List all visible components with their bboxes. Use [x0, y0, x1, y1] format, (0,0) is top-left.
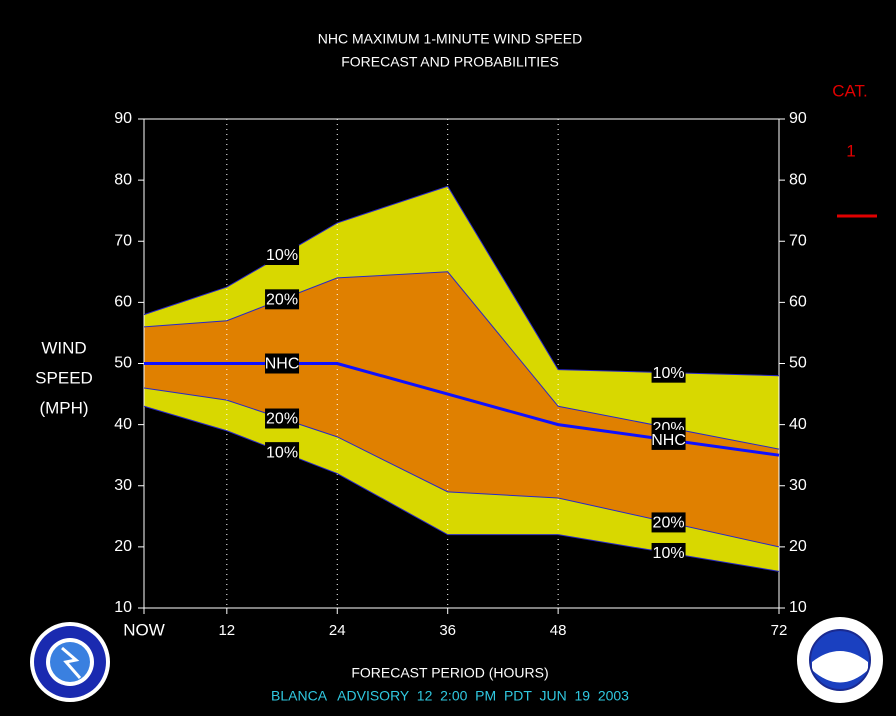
series-label: 10% — [653, 545, 685, 562]
x-tick-label: NOW — [123, 620, 165, 639]
footer: BLANCA ADVISORY 12 2:00 PM PDT JUN 19 20… — [271, 688, 629, 704]
series-label: 20% — [653, 515, 685, 532]
x-axis-label: FORECAST PERIOD (HOURS) — [351, 665, 548, 681]
y-tick-label: 80 — [114, 171, 132, 188]
series-line — [143, 185, 780, 377]
y2-tick-label: 40 — [789, 416, 807, 433]
series-label: NHC — [651, 432, 686, 449]
series-label-box — [265, 289, 300, 310]
nws-logo — [30, 622, 110, 702]
y-tick-label: 90 — [114, 110, 132, 127]
series-label-box — [651, 362, 686, 383]
y-tick-label: 40 — [114, 416, 132, 433]
series-label: 10% — [266, 247, 298, 264]
series-label-box — [651, 429, 686, 450]
y2-tick-label: 70 — [789, 232, 807, 249]
y2-tick-label: 50 — [789, 355, 807, 372]
y-axis-label: (MPH) — [39, 398, 88, 417]
y2-tick-label: 10 — [789, 599, 807, 616]
y2-tick-label: 90 — [789, 110, 807, 127]
series-label-box — [265, 245, 300, 266]
series-label: 20% — [266, 411, 298, 428]
x-tick-label: 48 — [550, 622, 567, 639]
chart-subtitle: FORECAST AND PROBABILITIES — [341, 54, 559, 70]
y2-tick-label: 60 — [789, 294, 807, 311]
x-tick-label: 24 — [329, 622, 346, 639]
series-line — [144, 362, 780, 457]
y-axis-label: SPEED — [35, 368, 93, 387]
chart-title: NHC MAXIMUM 1-MINUTE WIND SPEED — [318, 31, 582, 47]
noaa-logo — [797, 617, 883, 703]
series-label: 20% — [266, 292, 298, 309]
y-tick-label: 70 — [114, 232, 132, 249]
y2-tick-label: 20 — [789, 538, 807, 555]
series-line — [143, 405, 780, 572]
y-tick-label: 60 — [114, 294, 132, 311]
series-label-box — [265, 442, 300, 463]
series-line — [143, 271, 780, 450]
category-label: CAT. — [832, 81, 868, 100]
series-label: NHC — [265, 356, 300, 373]
y-tick-label: 10 — [114, 599, 132, 616]
y2-tick-label: 30 — [789, 477, 807, 494]
series-label-box — [651, 512, 686, 533]
y-tick-label: 20 — [114, 538, 132, 555]
y2-tick-label: 80 — [789, 171, 807, 188]
x-tick-label: 12 — [218, 622, 235, 639]
series-label: 10% — [266, 444, 298, 461]
x-tick-label: 72 — [771, 622, 788, 639]
y-tick-label: 30 — [114, 477, 132, 494]
series-label-box — [265, 408, 300, 429]
y-axis-label: WIND — [41, 338, 86, 357]
series-label-box — [651, 542, 686, 563]
x-tick-label: 36 — [439, 622, 456, 639]
series-label-box — [265, 353, 300, 374]
y-tick-label: 50 — [114, 355, 132, 372]
inner-band — [144, 271, 779, 547]
series-line — [143, 387, 780, 548]
category-value: 1 — [846, 141, 855, 160]
series-label: 10% — [653, 365, 685, 382]
